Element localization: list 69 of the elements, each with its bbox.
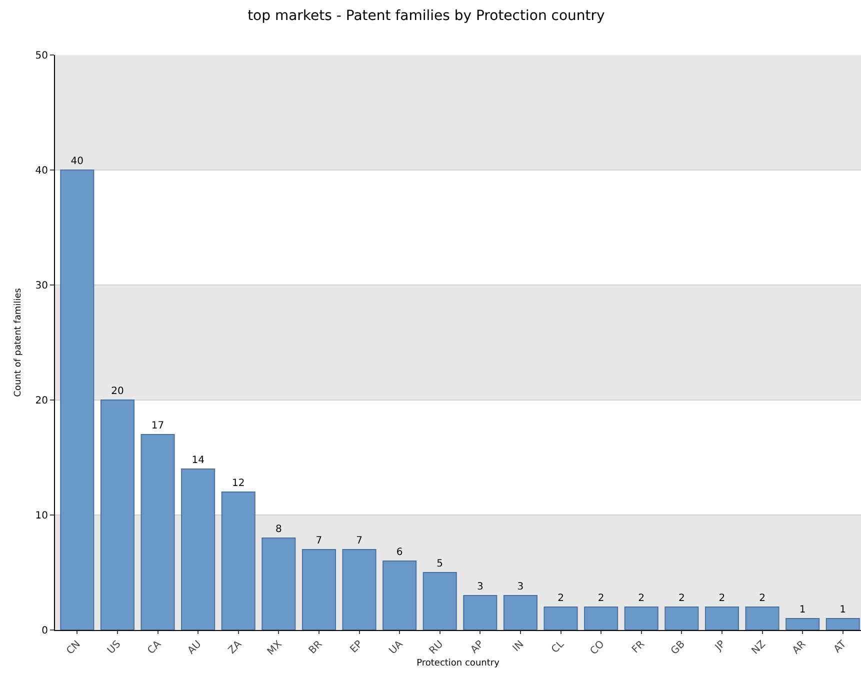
data-label: 1 (840, 604, 846, 616)
bar (786, 618, 820, 630)
x-tick-label: US (106, 638, 124, 656)
data-label: 2 (759, 593, 766, 604)
bar (624, 606, 658, 630)
chart-title: top markets - Patent families by Protection country (248, 8, 605, 24)
bar (342, 549, 376, 630)
x-tick-label: ZA (226, 638, 244, 656)
y-tick-label: 10 (35, 510, 48, 522)
bar (302, 549, 336, 630)
bar (745, 606, 780, 630)
x-tick-label: GB (669, 638, 688, 657)
bar (544, 606, 578, 630)
x-tick-label: MX (266, 638, 284, 658)
x-tick-label: AU (186, 638, 204, 657)
bar (181, 468, 216, 630)
data-label: 12 (232, 478, 245, 489)
data-label: 1 (799, 604, 806, 616)
data-label: 6 (396, 547, 403, 558)
data-label: 14 (192, 455, 204, 466)
data-label: 17 (151, 420, 164, 432)
bar (704, 606, 739, 630)
data-label: 3 (517, 582, 524, 592)
data-label: 7 (316, 536, 322, 546)
x-tick-label: BR (307, 638, 325, 656)
x-tick-label: AP (468, 638, 486, 656)
data-label: 8 (275, 524, 282, 535)
x-tick-label: FR (630, 638, 648, 656)
bar (584, 606, 618, 630)
bar (422, 572, 457, 630)
x-axis-title: Protection country (416, 658, 500, 668)
bar (221, 492, 256, 630)
x-tick-label: CO (588, 638, 607, 658)
data-label: 2 (558, 593, 564, 604)
y-tick-label: 30 (35, 280, 48, 292)
y-tick-label: 50 (35, 50, 48, 62)
x-tick-label: CL (550, 638, 567, 656)
data-label: 2 (718, 593, 726, 604)
bar (503, 595, 538, 630)
x-tick-label: CN (64, 638, 83, 657)
x-tick-label: NZ (750, 638, 768, 657)
data-label: 3 (476, 582, 484, 592)
bar (664, 606, 699, 630)
y-tick-label: 20 (35, 396, 48, 406)
x-tick-label: RU (428, 638, 446, 657)
x-tick-label: IN (510, 638, 526, 654)
y-tick-label: 40 (35, 166, 48, 176)
bar (463, 595, 498, 630)
bar (60, 170, 94, 630)
data-label: 5 (436, 558, 444, 570)
data-label: 20 (111, 386, 124, 397)
bar (140, 434, 175, 630)
x-tick-label: AT (832, 638, 850, 656)
x-tick-label: AR (790, 638, 808, 656)
bar (382, 560, 417, 630)
x-tick-label: JP (712, 638, 728, 654)
bar (100, 400, 134, 630)
y-tick-label: 0 (42, 626, 48, 636)
data-label: 2 (678, 593, 685, 604)
y-axis-title: Count of patent families (14, 288, 24, 397)
data-label: 2 (638, 593, 645, 604)
bar (262, 538, 296, 630)
data-label: 7 (356, 536, 362, 546)
bar (826, 618, 860, 630)
data-label: 2 (598, 593, 604, 604)
x-tick-label: EP (348, 638, 365, 656)
x-tick-label: CA (146, 638, 164, 656)
data-label: 40 (70, 156, 84, 167)
x-tick-label: UA (387, 638, 406, 657)
